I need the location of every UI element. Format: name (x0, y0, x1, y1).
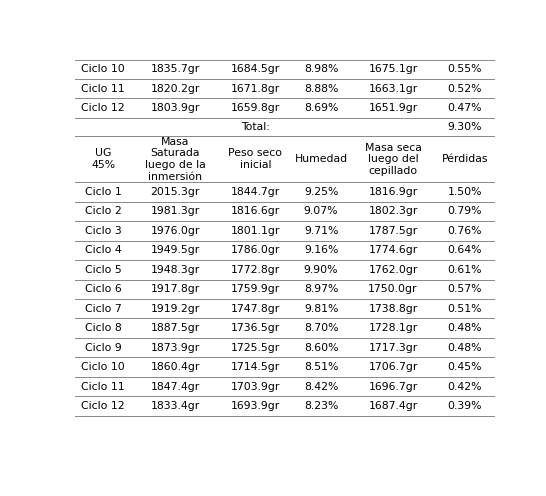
Text: 9.07%: 9.07% (304, 206, 339, 216)
Text: 0.47%: 0.47% (448, 103, 482, 113)
Text: 1651.9gr: 1651.9gr (369, 103, 418, 113)
Text: 1787.5gr: 1787.5gr (369, 226, 418, 236)
Text: 1847.4gr: 1847.4gr (151, 381, 200, 392)
Text: 1873.9gr: 1873.9gr (151, 343, 200, 353)
Text: 0.55%: 0.55% (448, 64, 482, 74)
Text: 1816.6gr: 1816.6gr (231, 206, 280, 216)
Text: 1659.8gr: 1659.8gr (231, 103, 280, 113)
Text: 0.64%: 0.64% (448, 246, 482, 255)
Text: 0.76%: 0.76% (448, 226, 482, 236)
Text: 8.70%: 8.70% (304, 323, 339, 333)
Text: 1663.1gr: 1663.1gr (369, 84, 418, 94)
Text: 1948.3gr: 1948.3gr (151, 265, 200, 275)
Text: 1802.3gr: 1802.3gr (369, 206, 418, 216)
Text: 9.25%: 9.25% (304, 187, 339, 197)
Text: 1981.3gr: 1981.3gr (151, 206, 200, 216)
Text: 1703.9gr: 1703.9gr (231, 381, 280, 392)
Text: 1949.5gr: 1949.5gr (151, 246, 200, 255)
Text: 1835.7gr: 1835.7gr (151, 64, 200, 74)
Text: 0.45%: 0.45% (448, 362, 482, 372)
Text: 0.48%: 0.48% (448, 343, 482, 353)
Text: UG
45%: UG 45% (91, 148, 115, 170)
Text: 0.48%: 0.48% (448, 323, 482, 333)
Text: 1687.4gr: 1687.4gr (369, 401, 418, 411)
Text: Peso seco
inicial: Peso seco inicial (228, 148, 282, 170)
Text: 1750.0gr: 1750.0gr (368, 284, 418, 294)
Text: Masa
Saturada
luego de la
inmersión: Masa Saturada luego de la inmersión (145, 137, 205, 182)
Text: 0.42%: 0.42% (448, 381, 482, 392)
Text: 8.42%: 8.42% (304, 381, 339, 392)
Text: 1803.9gr: 1803.9gr (150, 103, 200, 113)
Text: Ciclo 8: Ciclo 8 (85, 323, 122, 333)
Text: 1774.6gr: 1774.6gr (369, 246, 418, 255)
Text: 1887.5gr: 1887.5gr (151, 323, 200, 333)
Text: 9.81%: 9.81% (304, 304, 339, 314)
Text: 1917.8gr: 1917.8gr (151, 284, 200, 294)
Text: 1675.1gr: 1675.1gr (369, 64, 418, 74)
Text: Humedad: Humedad (294, 154, 348, 164)
Text: 1762.0gr: 1762.0gr (369, 265, 418, 275)
Text: Ciclo 9: Ciclo 9 (85, 343, 122, 353)
Text: 9.71%: 9.71% (304, 226, 339, 236)
Text: 1738.8gr: 1738.8gr (369, 304, 418, 314)
Text: 8.98%: 8.98% (304, 64, 339, 74)
Text: 0.79%: 0.79% (448, 206, 482, 216)
Text: Masa seca
luego del
cepillado: Masa seca luego del cepillado (365, 143, 422, 176)
Text: 1816.9gr: 1816.9gr (369, 187, 418, 197)
Text: 1919.2gr: 1919.2gr (151, 304, 200, 314)
Text: 0.61%: 0.61% (448, 265, 482, 275)
Text: 8.69%: 8.69% (304, 103, 339, 113)
Text: 1820.2gr: 1820.2gr (150, 84, 200, 94)
Text: Ciclo 11: Ciclo 11 (81, 381, 125, 392)
Text: 8.97%: 8.97% (304, 284, 339, 294)
Text: 1728.1gr: 1728.1gr (369, 323, 418, 333)
Text: 1801.1gr: 1801.1gr (231, 226, 280, 236)
Text: 1747.8gr: 1747.8gr (231, 304, 280, 314)
Text: 0.51%: 0.51% (448, 304, 482, 314)
Text: 1860.4gr: 1860.4gr (150, 362, 200, 372)
Text: 1736.5gr: 1736.5gr (231, 323, 280, 333)
Text: 1844.7gr: 1844.7gr (231, 187, 280, 197)
Text: 1684.5gr: 1684.5gr (231, 64, 280, 74)
Text: Ciclo 2: Ciclo 2 (85, 206, 122, 216)
Text: 8.60%: 8.60% (304, 343, 339, 353)
Text: Ciclo 1: Ciclo 1 (85, 187, 122, 197)
Text: 9.16%: 9.16% (304, 246, 339, 255)
Text: Ciclo 7: Ciclo 7 (85, 304, 122, 314)
Text: 8.88%: 8.88% (304, 84, 339, 94)
Text: 1786.0gr: 1786.0gr (231, 246, 280, 255)
Text: 1976.0gr: 1976.0gr (150, 226, 200, 236)
Text: 0.57%: 0.57% (448, 284, 482, 294)
Text: 1772.8gr: 1772.8gr (231, 265, 280, 275)
Text: 8.23%: 8.23% (304, 401, 339, 411)
Text: 2015.3gr: 2015.3gr (150, 187, 200, 197)
Text: Total:: Total: (241, 122, 270, 132)
Text: 1706.7gr: 1706.7gr (369, 362, 418, 372)
Text: Ciclo 10: Ciclo 10 (81, 64, 125, 74)
Text: Ciclo 4: Ciclo 4 (85, 246, 122, 255)
Text: Ciclo 12: Ciclo 12 (81, 103, 125, 113)
Text: Ciclo 5: Ciclo 5 (85, 265, 122, 275)
Text: 9.90%: 9.90% (304, 265, 339, 275)
Text: Ciclo 10: Ciclo 10 (81, 362, 125, 372)
Text: Ciclo 12: Ciclo 12 (81, 401, 125, 411)
Text: 1833.4gr: 1833.4gr (151, 401, 200, 411)
Text: 1693.9gr: 1693.9gr (231, 401, 280, 411)
Text: 1671.8gr: 1671.8gr (231, 84, 280, 94)
Text: 1.50%: 1.50% (448, 187, 482, 197)
Text: 9.30%: 9.30% (448, 122, 482, 132)
Text: 1725.5gr: 1725.5gr (231, 343, 280, 353)
Text: 1717.3gr: 1717.3gr (369, 343, 418, 353)
Text: 8.51%: 8.51% (304, 362, 339, 372)
Text: Ciclo 6: Ciclo 6 (85, 284, 122, 294)
Text: Ciclo 3: Ciclo 3 (85, 226, 122, 236)
Text: 0.52%: 0.52% (448, 84, 482, 94)
Text: 1714.5gr: 1714.5gr (231, 362, 280, 372)
Text: 1759.9gr: 1759.9gr (231, 284, 280, 294)
Text: 0.39%: 0.39% (448, 401, 482, 411)
Text: Ciclo 11: Ciclo 11 (81, 84, 125, 94)
Text: Pérdidas: Pérdidas (442, 154, 488, 164)
Text: 1696.7gr: 1696.7gr (369, 381, 418, 392)
